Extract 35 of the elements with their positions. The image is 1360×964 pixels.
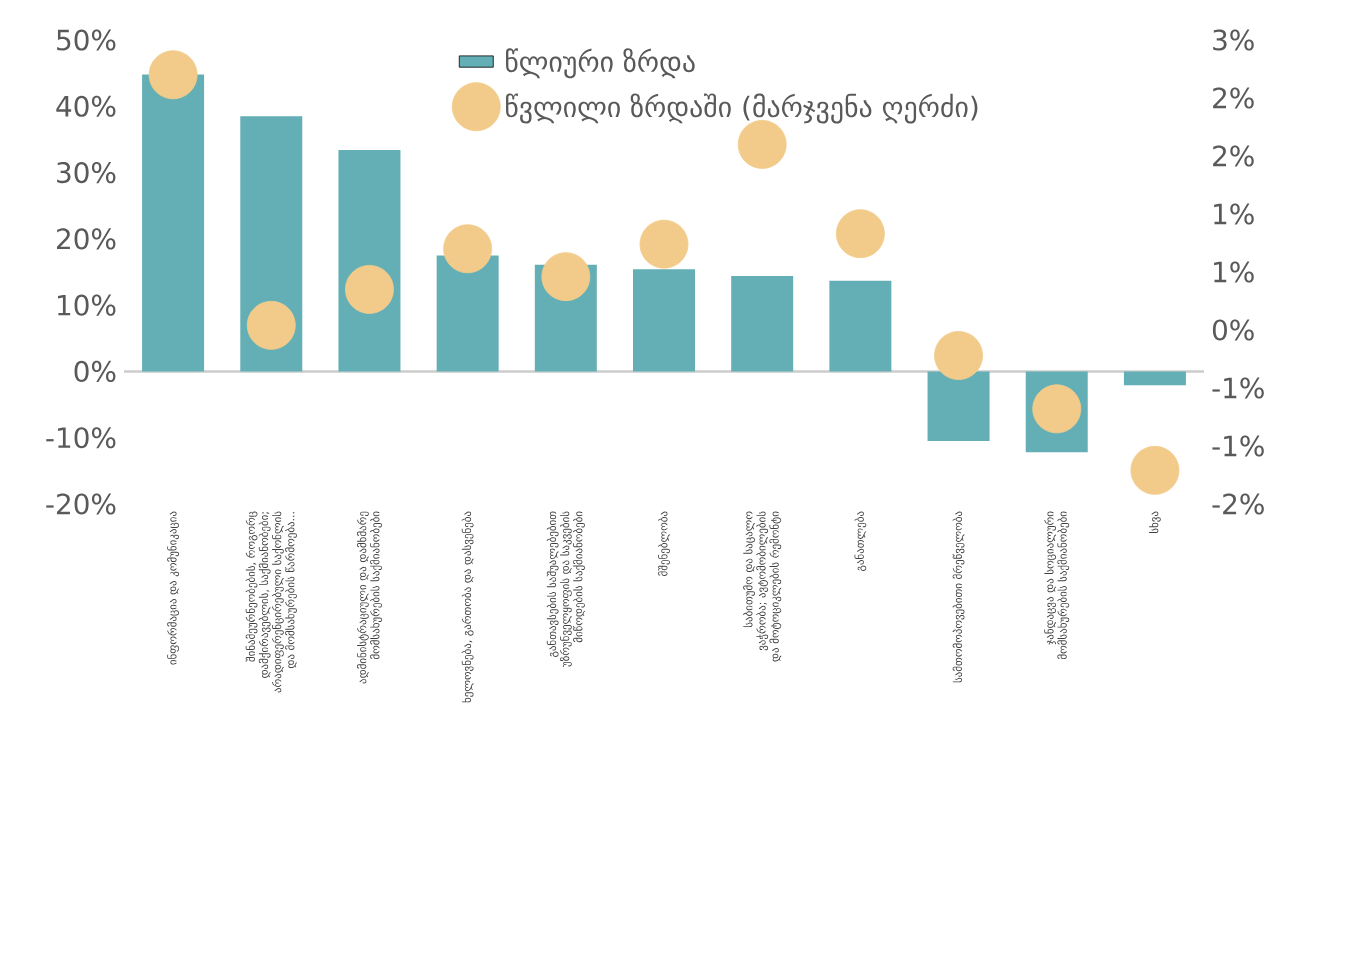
point <box>246 300 296 350</box>
y-tick-label: 50% <box>57 29 116 51</box>
y2-tick-label: 3% <box>1213 29 1254 51</box>
bar <box>1123 371 1186 386</box>
y2-tick-label: -1% <box>1212 435 1264 457</box>
y-tick-label: 10% <box>58 294 116 316</box>
y2-tick-label: 1% <box>1214 261 1254 283</box>
point <box>934 331 983 380</box>
y-tick-label: 0% <box>74 360 116 382</box>
y-tick-label: -10% <box>46 427 116 449</box>
y2-tick-label: 2% <box>1213 145 1254 167</box>
y-tick-label: 40% <box>56 95 116 117</box>
point <box>1130 445 1180 495</box>
y-tick-label: 30% <box>57 162 116 184</box>
legend-label: წვლილი ზრდაში (მარჯვენა ღერძი) <box>506 93 978 124</box>
legend-label: წლიური ზრდა <box>506 48 695 79</box>
point <box>345 264 394 314</box>
point <box>541 252 591 302</box>
bar <box>731 275 794 372</box>
y2-tick-label: 0% <box>1212 319 1254 341</box>
y2-tick-label: 1% <box>1214 203 1254 225</box>
y-tick-label: 20% <box>56 228 116 250</box>
point <box>835 209 885 259</box>
bar <box>829 280 892 372</box>
bar <box>633 269 696 372</box>
y2-tick-label: -2% <box>1212 493 1264 515</box>
point <box>443 224 493 274</box>
bar <box>142 74 205 372</box>
point <box>639 219 689 269</box>
y-tick-label: -20% <box>46 493 116 515</box>
bar <box>436 255 499 372</box>
y2-tick-label: -1% <box>1212 377 1264 399</box>
bar <box>927 371 990 442</box>
point <box>148 50 198 100</box>
y2-tick-label: 2% <box>1213 87 1254 109</box>
